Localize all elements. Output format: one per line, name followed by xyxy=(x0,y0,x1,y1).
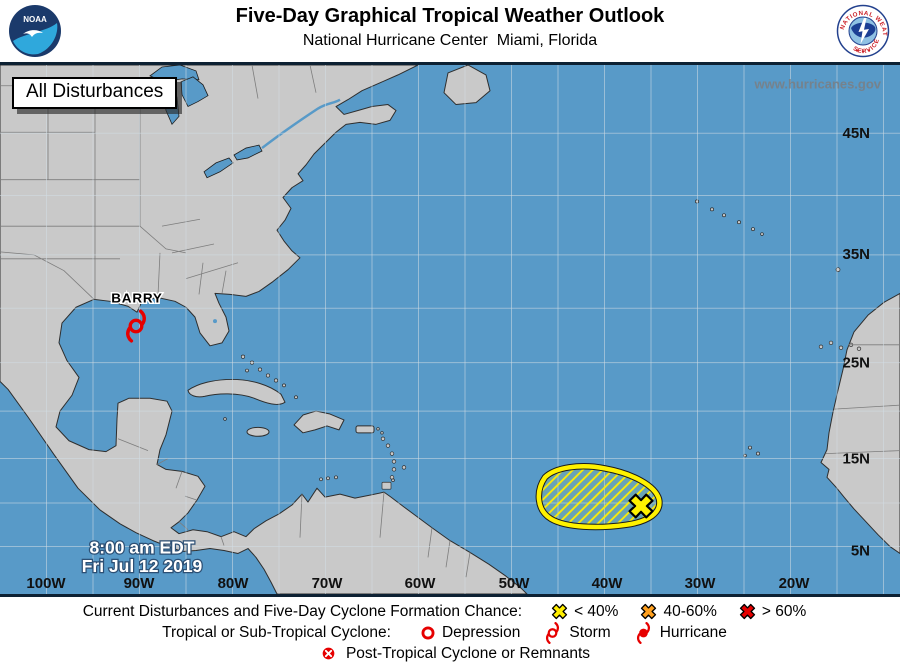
lon-label: 100W xyxy=(26,576,66,592)
legend-item-label: Storm xyxy=(569,623,611,641)
lat-label: 5N xyxy=(851,544,870,560)
legend-item-hurricane: Hurricane xyxy=(633,621,727,644)
legend-item-label: < 40% xyxy=(574,602,619,620)
legend-item-medium-chance: 40-60% xyxy=(640,602,717,621)
lon-label: 80W xyxy=(218,576,250,592)
legend-item-depression: Depression xyxy=(420,624,520,642)
lon-label: 40W xyxy=(592,576,624,592)
map-labels: www.hurricanes.gov 45N 35N 25N 15N 5N 10… xyxy=(26,77,881,592)
hispaniola-island xyxy=(293,410,345,434)
x-low-chance-icon xyxy=(551,603,568,620)
storm-marker-barry[interactable]: BARRY xyxy=(110,289,163,343)
legend-item-post-tropical xyxy=(321,646,342,661)
small-islands xyxy=(223,199,862,490)
lat-label: 45N xyxy=(842,126,870,142)
disturbance-border xyxy=(536,464,662,530)
lon-label: 30W xyxy=(685,576,717,592)
legend-row3-label: Post-Tropical Cyclone or Remnants xyxy=(345,644,591,662)
legend-row-formation-chance: Current Disturbances and Five-Day Cyclon… xyxy=(0,601,900,622)
lon-label: 50W xyxy=(499,576,531,592)
legend-item-storm: Storm xyxy=(542,621,611,644)
outlook-map-svg: BARRY www.hurricanes.gov 45N 35N 25N 15N… xyxy=(0,65,900,594)
disturbance-area[interactable] xyxy=(535,463,663,531)
x-medium-chance-icon xyxy=(641,603,657,620)
lon-label: 20W xyxy=(779,576,811,592)
legend-row-cyclone-types: Tropical or Sub-Tropical Cyclone: Depres… xyxy=(0,621,900,644)
page-subtitle: National Hurricane Center Miami, Florida xyxy=(302,32,598,49)
cuba-island xyxy=(187,378,286,405)
header: NOAA Five-Day Graphical Tropical Weather… xyxy=(0,0,900,62)
legend-item-low-chance: < 40% xyxy=(551,603,618,621)
watermark: www.hurricanes.gov xyxy=(754,77,882,92)
lon-label: 90W xyxy=(124,576,156,592)
landmasses xyxy=(0,65,900,594)
issued-time: 8:00 am EDT xyxy=(90,538,195,558)
nws-logo-icon: NATIONAL WEATHER SERVICE xyxy=(833,0,890,63)
africa-landmass xyxy=(820,292,900,554)
newfoundland-island xyxy=(443,65,491,106)
legend-item-high-chance: > 60% xyxy=(739,603,806,621)
hurricane-icon xyxy=(636,621,650,644)
legend-row2-label: Tropical or Sub-Tropical Cyclone: xyxy=(162,623,391,641)
page-title: Five-Day Graphical Tropical Weather Outl… xyxy=(235,5,665,27)
legend-item-label: > 60% xyxy=(761,602,807,620)
legend-row-post-tropical: Post-Tropical Cyclone or Remnants xyxy=(0,643,900,664)
mode-label: All Disturbances xyxy=(12,77,178,109)
tropical-storm-icon xyxy=(546,621,560,644)
issued-date: Fri Jul 12 2019 xyxy=(82,556,203,576)
puerto-rico-island xyxy=(355,425,375,434)
legend-item-label: 40-60% xyxy=(663,602,717,620)
graticule xyxy=(0,65,900,594)
americas-landmass xyxy=(0,65,528,594)
outlook-map[interactable]: BARRY www.hurricanes.gov 45N 35N 25N 15N… xyxy=(0,62,900,597)
lat-label: 15N xyxy=(842,452,870,468)
lon-label: 70W xyxy=(312,576,344,592)
st-lawrence-river xyxy=(261,98,341,150)
legend-row1-label: Current Disturbances and Five-Day Cyclon… xyxy=(82,602,523,620)
lon-label: 60W xyxy=(405,576,437,592)
depression-icon xyxy=(421,626,435,639)
noaa-logo-icon: NOAA xyxy=(8,4,62,63)
lat-label: 35N xyxy=(842,247,870,263)
jamaica-island xyxy=(246,426,270,437)
storm-name-label: BARRY xyxy=(111,290,162,305)
legend-item-label: Depression xyxy=(441,623,521,641)
legend-item-label: Hurricane xyxy=(659,623,727,641)
noaa-logo-text: NOAA xyxy=(23,15,47,24)
lat-label: 25N xyxy=(842,356,870,372)
x-high-chance-icon xyxy=(739,603,756,620)
post-tropical-icon xyxy=(322,647,335,660)
legend: Current Disturbances and Five-Day Cyclon… xyxy=(0,597,900,665)
